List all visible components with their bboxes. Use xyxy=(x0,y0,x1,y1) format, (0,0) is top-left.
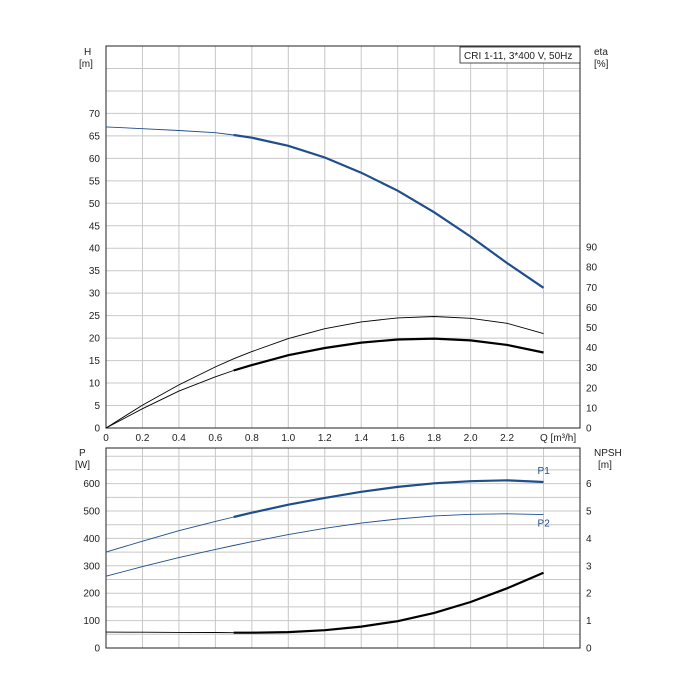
eta-tick-label: 70 xyxy=(586,283,598,294)
eta-tick-label: 20 xyxy=(586,383,598,394)
p-tick-label: 400 xyxy=(83,534,100,545)
q-axis-label: Q [m³/h] xyxy=(540,433,576,444)
p-tick-label: 600 xyxy=(83,479,100,490)
p-tick-label: 300 xyxy=(83,561,100,572)
h-tick-label: 10 xyxy=(89,379,101,390)
h-tick-label: 35 xyxy=(89,266,101,277)
eta-tick-label: 50 xyxy=(586,323,598,334)
h-tick-label: 30 xyxy=(89,289,101,300)
bottom-right-tick-labels: 0 1 2 3 4 5 6 xyxy=(586,479,592,654)
h-tick-label: 0 xyxy=(94,424,100,435)
q-tick-label: 2.2 xyxy=(500,433,514,444)
npsh-tick-label: 1 xyxy=(586,616,592,627)
top-panel: 0 5 10 15 20 25 30 35 40 45 50 55 60 65 70 0 10 20 30 40 50… xyxy=(79,45,609,444)
h-axis-unit: [m] xyxy=(79,59,93,70)
q-tick-label: 1.4 xyxy=(354,433,368,444)
npsh-tick-label: 6 xyxy=(586,479,592,490)
eta-axis-label: eta xyxy=(594,47,608,58)
top-series-2-thin xyxy=(105,316,544,429)
npsh-tick-label: 3 xyxy=(586,561,592,572)
eta-tick-label: 40 xyxy=(586,343,598,354)
bottom-series-2-bold xyxy=(233,571,544,634)
legend-text: CRI 1-11, 3*400 V, 50Hz xyxy=(464,51,572,62)
top-plot-frame xyxy=(105,45,581,429)
h-tick-label: 15 xyxy=(89,356,101,367)
npsh-tick-label: 0 xyxy=(586,644,592,655)
legend-box: CRI 1-11, 3*400 V, 50Hz xyxy=(459,46,581,64)
eta-tick-label: 80 xyxy=(586,263,598,274)
h-tick-label: 65 xyxy=(89,131,101,142)
p-axis-label: P xyxy=(79,448,86,459)
top-series-1-thin xyxy=(105,370,234,429)
h-tick-label: 40 xyxy=(89,244,101,255)
p-tick-label: 500 xyxy=(83,507,100,518)
h-tick-label: 50 xyxy=(89,199,101,210)
q-tick-label: 0.2 xyxy=(136,433,150,444)
p-tick-label: 200 xyxy=(83,589,100,600)
p-axis-unit: [W] xyxy=(75,460,90,471)
npsh-tick-label: 5 xyxy=(586,507,592,518)
bottom-plot-frame xyxy=(105,447,581,649)
bottom-series-2-thin xyxy=(105,631,234,634)
top-right-tick-labels: 0 10 20 30 40 50 60 70 80 90 xyxy=(586,243,598,435)
q-tick-label: 0.8 xyxy=(245,433,259,444)
bottom-gridlines xyxy=(105,448,581,649)
bottom-left-tick-labels: 0 100 200 300 400 500 600 xyxy=(83,479,100,654)
eta-tick-label: 30 xyxy=(586,363,598,374)
eta-tick-label: 0 xyxy=(586,424,592,435)
bottom-series: P1 P2 xyxy=(105,466,551,634)
bottom-series-1-thin xyxy=(105,513,544,577)
h-tick-label: 25 xyxy=(89,311,101,322)
p-tick-label: 100 xyxy=(83,616,100,627)
eta-tick-label: 90 xyxy=(586,243,598,254)
series-label-p2: P2 xyxy=(538,519,551,530)
top-series xyxy=(105,126,545,429)
h-tick-label: 70 xyxy=(89,109,101,120)
q-tick-label: 0.6 xyxy=(208,433,222,444)
top-left-tick-labels: 0 5 10 15 20 25 30 35 40 45 50 55 60 65 70 xyxy=(89,109,101,435)
npsh-axis-label: NPSH xyxy=(594,448,622,459)
top-gridlines xyxy=(105,45,581,429)
h-axis-label: H xyxy=(84,47,91,58)
top-series-1-bold xyxy=(233,337,544,372)
npsh-axis-unit: [m] xyxy=(598,460,612,471)
top-series-0-bold xyxy=(233,133,545,289)
q-tick-label: 1.6 xyxy=(391,433,405,444)
eta-tick-label: 10 xyxy=(586,403,598,414)
q-tick-label: 1.0 xyxy=(281,433,295,444)
eta-tick-label: 60 xyxy=(586,303,598,314)
bottom-panel: 0 100 200 300 400 500 600 0 1 2 3 4 5 6 P [W] NPSH [… xyxy=(75,447,622,655)
npsh-tick-label: 4 xyxy=(586,534,592,545)
q-tick-label: 0.4 xyxy=(172,433,186,444)
x-tick-labels: 0 0.2 0.4 0.6 0.8 1.0 1.2 1.4 1.6 1.8 2.0 2.2 xyxy=(103,433,514,444)
npsh-tick-label: 2 xyxy=(586,589,592,600)
bottom-series-0-thin xyxy=(105,516,234,553)
h-tick-label: 5 xyxy=(94,401,100,412)
h-tick-label: 20 xyxy=(89,334,101,345)
q-tick-label: 2.0 xyxy=(464,433,478,444)
q-tick-label: 0 xyxy=(103,433,109,444)
eta-axis-unit: [%] xyxy=(594,59,609,70)
bottom-series-0-bold xyxy=(233,479,544,519)
q-tick-label: 1.8 xyxy=(427,433,441,444)
q-tick-label: 1.2 xyxy=(318,433,332,444)
h-tick-label: 60 xyxy=(89,154,101,165)
h-tick-label: 45 xyxy=(89,221,101,232)
series-label-p1: P1 xyxy=(538,466,551,477)
h-tick-label: 55 xyxy=(89,176,101,187)
top-series-0-thin xyxy=(105,126,234,136)
p-tick-label: 0 xyxy=(94,644,100,655)
